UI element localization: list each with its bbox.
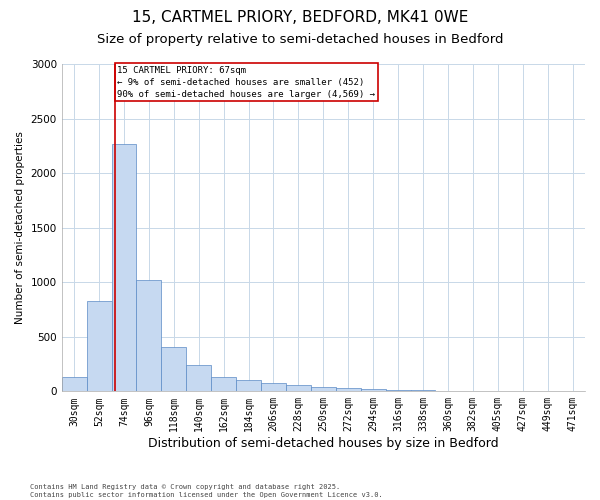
Bar <box>86 301 112 392</box>
Bar <box>410 390 436 392</box>
Bar <box>62 377 86 392</box>
Bar <box>436 391 460 392</box>
Bar <box>136 280 161 392</box>
Bar <box>236 380 261 392</box>
Bar <box>336 388 361 392</box>
Bar <box>311 387 336 392</box>
Bar <box>161 346 186 392</box>
Bar <box>361 389 386 392</box>
X-axis label: Distribution of semi-detached houses by size in Bedford: Distribution of semi-detached houses by … <box>148 437 499 450</box>
Text: 15 CARTMEL PRIORY: 67sqm
← 9% of semi-detached houses are smaller (452)
90% of s: 15 CARTMEL PRIORY: 67sqm ← 9% of semi-de… <box>117 66 375 99</box>
Bar <box>211 377 236 392</box>
Bar <box>261 382 286 392</box>
Text: 15, CARTMEL PRIORY, BEDFORD, MK41 0WE: 15, CARTMEL PRIORY, BEDFORD, MK41 0WE <box>132 10 468 25</box>
Y-axis label: Number of semi-detached properties: Number of semi-detached properties <box>15 131 25 324</box>
Bar <box>112 144 136 392</box>
Text: Size of property relative to semi-detached houses in Bedford: Size of property relative to semi-detach… <box>97 32 503 46</box>
Bar <box>386 390 410 392</box>
Bar <box>186 365 211 392</box>
Bar <box>286 386 311 392</box>
Text: Contains HM Land Registry data © Crown copyright and database right 2025.
Contai: Contains HM Land Registry data © Crown c… <box>30 484 383 498</box>
